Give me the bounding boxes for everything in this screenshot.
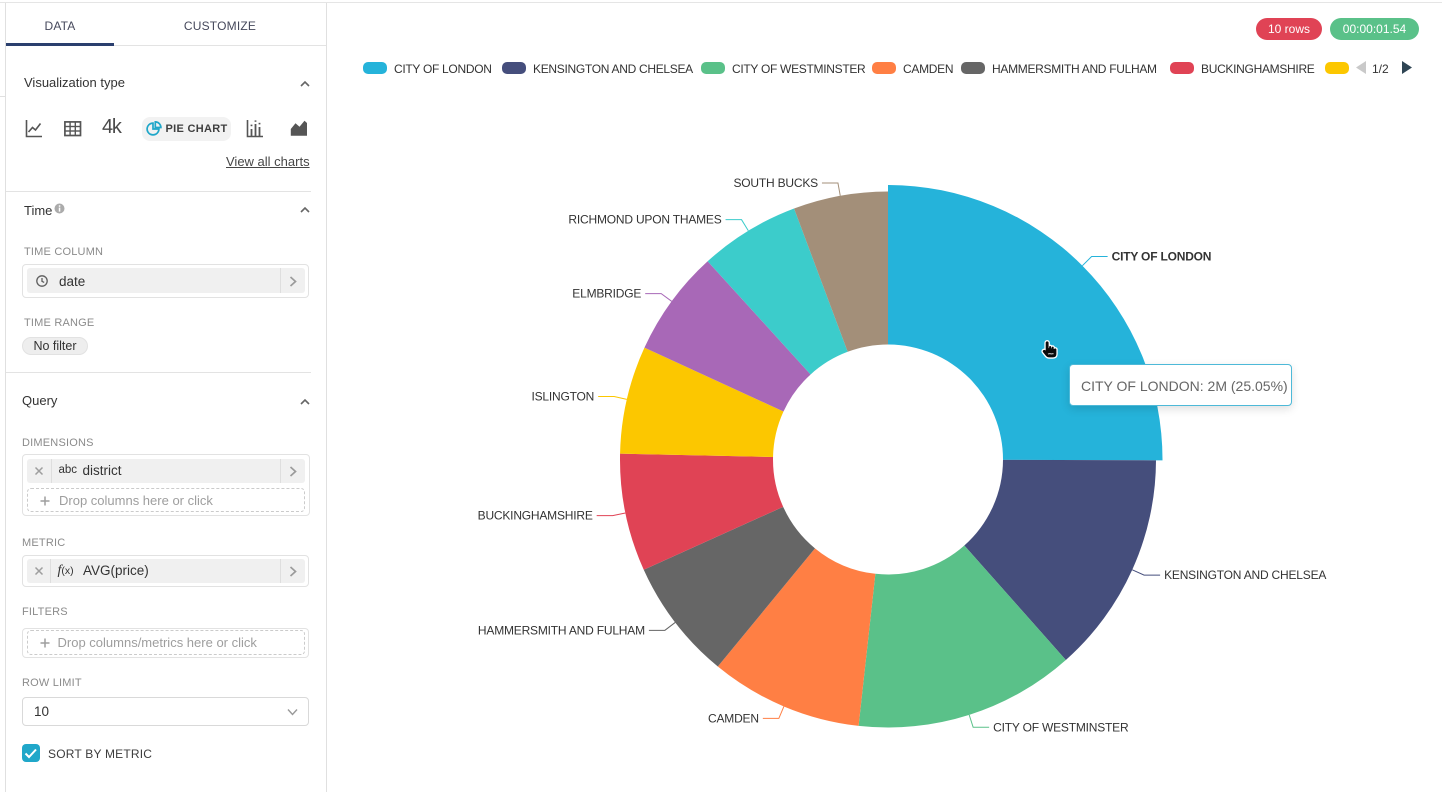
svg-text:KENSINGTON AND CHELSEA: KENSINGTON AND CHELSEA (1164, 568, 1326, 582)
svg-text:HAMMERSMITH AND FULHAM: HAMMERSMITH AND FULHAM (478, 623, 645, 637)
svg-text:SOUTH BUCKS: SOUTH BUCKS (733, 176, 818, 190)
svg-text:BUCKINGHAMSHIRE: BUCKINGHAMSHIRE (478, 509, 593, 523)
svg-text:ISLINGTON: ISLINGTON (531, 389, 594, 403)
svg-text:ELMBRIDGE: ELMBRIDGE (572, 287, 641, 301)
svg-text:CAMDEN: CAMDEN (708, 711, 759, 725)
svg-text:CITY OF WESTMINSTER: CITY OF WESTMINSTER (993, 720, 1129, 734)
svg-text:RICHMOND UPON THAMES: RICHMOND UPON THAMES (568, 213, 721, 227)
svg-text:CITY OF LONDON: CITY OF LONDON (1112, 250, 1212, 264)
